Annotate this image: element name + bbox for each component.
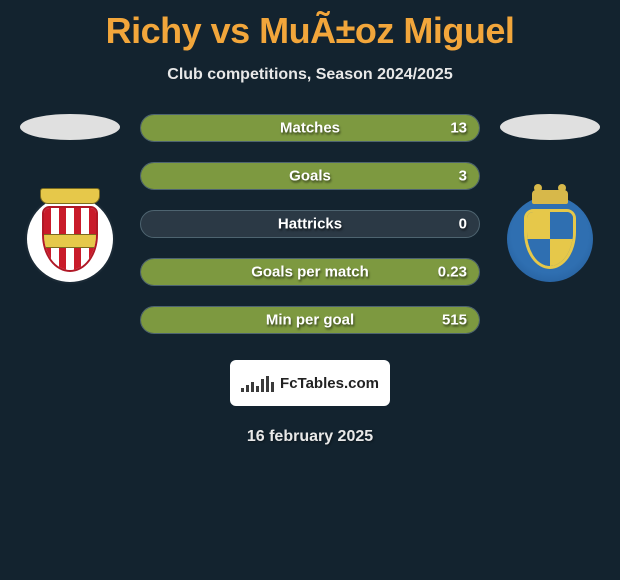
stat-label: Min per goal <box>266 312 354 329</box>
footer-date: 16 february 2025 <box>0 428 620 446</box>
right-club-badge <box>507 196 593 282</box>
stat-value: 0.23 <box>438 264 467 281</box>
shield-icon <box>524 209 576 269</box>
stat-label: Matches <box>280 120 340 137</box>
right-player-col <box>500 114 600 282</box>
shield-icon <box>42 206 98 272</box>
shield-band <box>44 234 96 248</box>
stat-value: 13 <box>450 120 467 137</box>
stat-label: Hattricks <box>278 216 342 233</box>
brand-box[interactable]: FcTables.com <box>230 360 390 406</box>
left-player-oval <box>20 114 120 140</box>
stat-label: Goals per match <box>251 264 369 281</box>
crown-decoration <box>40 188 100 204</box>
brand-bars-icon <box>241 374 274 392</box>
stat-value: 0 <box>459 216 467 233</box>
stat-label: Goals <box>289 168 331 185</box>
stat-row: Goals 3 <box>140 162 480 190</box>
stat-row: Hattricks 0 <box>140 210 480 238</box>
subtitle: Club competitions, Season 2024/2025 <box>0 66 620 84</box>
stat-value: 515 <box>442 312 467 329</box>
brand-label: FcTables.com <box>280 375 379 392</box>
stat-row: Goals per match 0.23 <box>140 258 480 286</box>
left-player-col <box>20 114 120 282</box>
stats-column: Matches 13 Goals 3 Hattricks 0 Goals per match… <box>140 114 480 334</box>
crown-decoration <box>532 190 568 204</box>
left-club-badge <box>27 196 113 282</box>
page-title: Richy vs MuÃ±oz Miguel <box>0 0 620 52</box>
stat-row: Min per goal 515 <box>140 306 480 334</box>
right-player-oval <box>500 114 600 140</box>
stat-value: 3 <box>459 168 467 185</box>
stat-row: Matches 13 <box>140 114 480 142</box>
comparison-row: Matches 13 Goals 3 Hattricks 0 Goals per match… <box>0 114 620 334</box>
